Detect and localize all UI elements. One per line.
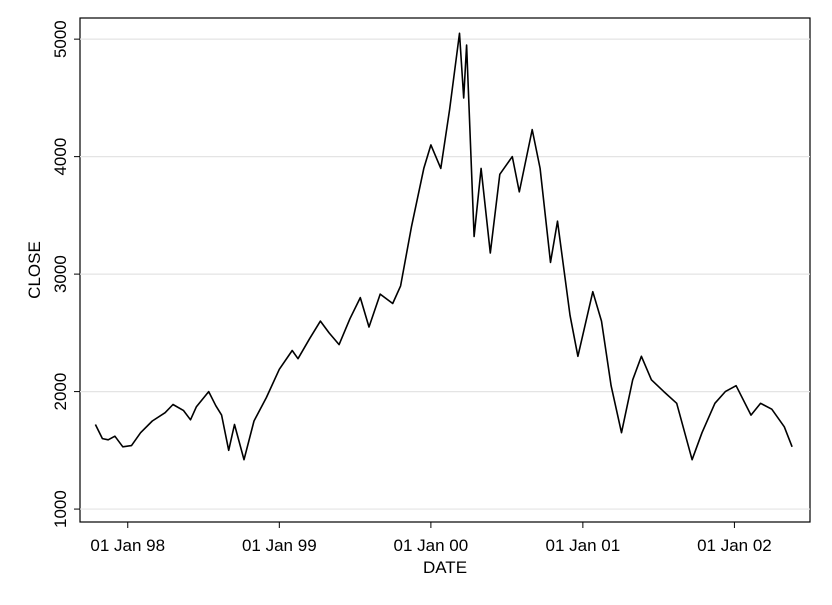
line-series — [94, 32, 793, 461]
y-tick-label: 1000 — [51, 490, 70, 528]
x-tick-label: 01 Jan 00 — [394, 536, 469, 555]
x-tick-label: 01 Jan 02 — [697, 536, 772, 555]
y-tick-label: 5000 — [51, 20, 70, 58]
y-tick-label: 4000 — [51, 138, 70, 176]
x-axis-label: DATE — [423, 558, 467, 577]
x-tick-label: 01 Jan 99 — [242, 536, 317, 555]
plot-frame — [79, 17, 811, 523]
y-tick-label: 2000 — [51, 373, 70, 411]
y-axis-label: CLOSE — [25, 241, 44, 299]
x-tick-label: 01 Jan 98 — [90, 536, 165, 555]
y-tick-label: 3000 — [51, 255, 70, 293]
x-tick-label: 01 Jan 01 — [546, 536, 621, 555]
